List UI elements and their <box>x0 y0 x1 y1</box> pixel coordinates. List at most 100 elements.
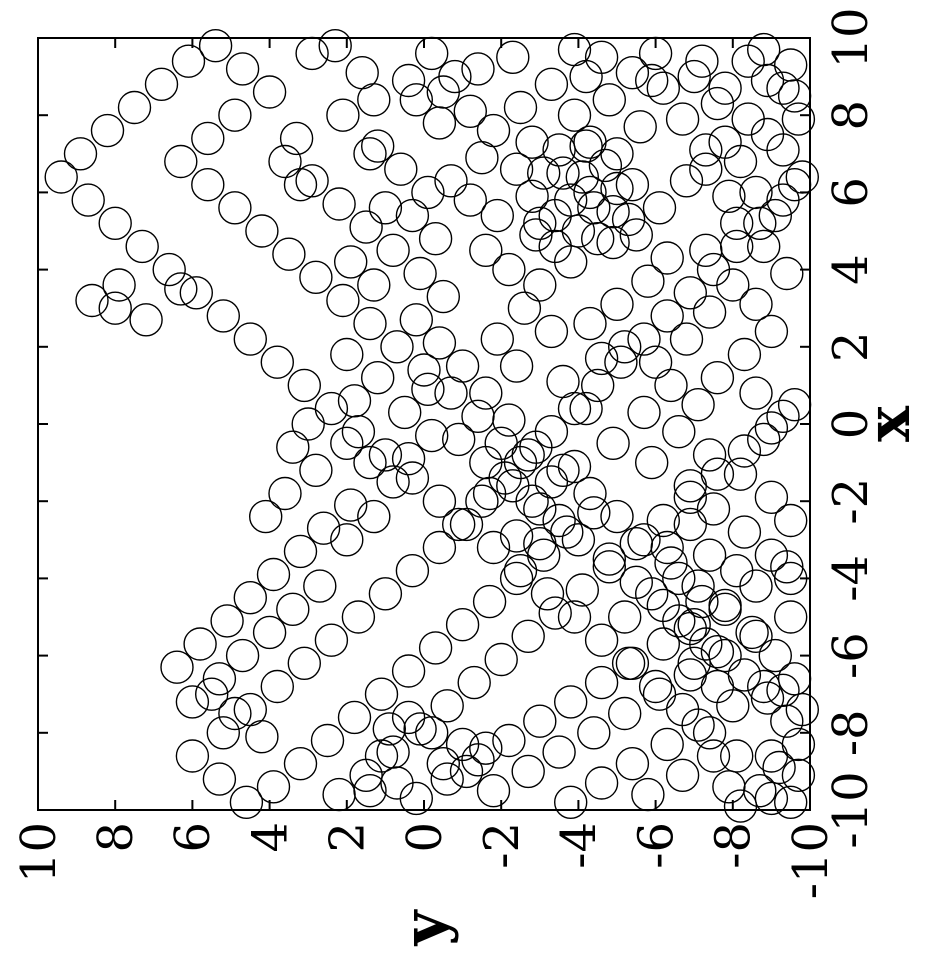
y-tick-label: 10 <box>11 822 67 883</box>
data-point <box>461 52 495 86</box>
data-point <box>403 256 437 291</box>
data-point <box>499 349 534 383</box>
data-point <box>573 476 607 511</box>
data-point <box>584 623 619 657</box>
data-point <box>279 121 314 156</box>
data-point <box>384 152 418 186</box>
data-point <box>422 326 457 360</box>
data-point <box>542 133 576 167</box>
data-point <box>426 747 460 781</box>
data-point <box>561 523 596 557</box>
data-point <box>511 619 545 653</box>
data-point <box>395 198 430 233</box>
data-point <box>573 306 607 341</box>
data-point <box>712 179 746 214</box>
data-point <box>395 554 430 588</box>
x-tick-label: 4 <box>823 254 879 285</box>
data-point <box>662 415 696 449</box>
data-point <box>608 696 642 731</box>
data-point <box>98 206 132 241</box>
data-point <box>445 349 480 383</box>
data-point <box>692 295 727 329</box>
data-point <box>708 125 742 159</box>
data-point <box>646 71 680 105</box>
data-point <box>515 179 549 214</box>
data-point <box>596 426 630 460</box>
data-point <box>496 469 530 503</box>
data-point <box>642 191 677 225</box>
data-point <box>747 32 781 67</box>
data-point <box>635 577 669 611</box>
data-point <box>322 777 356 812</box>
data-point <box>341 600 376 634</box>
y-tick-label: -2 <box>474 822 530 869</box>
data-point <box>442 422 476 457</box>
data-point <box>720 554 754 588</box>
data-point <box>326 98 360 132</box>
data-point <box>557 600 592 634</box>
data-point <box>650 727 684 762</box>
data-point <box>608 330 642 364</box>
data-point <box>716 268 750 302</box>
data-point <box>395 461 430 495</box>
data-point <box>229 785 264 819</box>
data-point <box>337 700 372 735</box>
data-point <box>499 561 534 596</box>
data-point <box>260 345 294 379</box>
data-point <box>546 453 580 487</box>
data-point <box>554 785 588 819</box>
data-point <box>179 276 214 310</box>
data-point <box>453 94 487 129</box>
data-point <box>754 480 789 514</box>
data-point <box>144 67 179 102</box>
data-point <box>334 488 368 522</box>
data-point <box>542 735 576 769</box>
y-tick-label: -10 <box>783 822 839 899</box>
data-point <box>577 716 611 750</box>
data-point <box>368 191 403 225</box>
data-point <box>357 83 391 117</box>
data-point <box>303 569 337 603</box>
data-point <box>561 214 596 248</box>
data-point <box>276 592 310 626</box>
data-point <box>523 268 557 302</box>
data-point <box>117 90 152 125</box>
data-point <box>353 774 387 808</box>
data-point <box>708 592 742 626</box>
data-point <box>422 484 457 518</box>
data-point <box>758 198 792 233</box>
data-point <box>194 677 229 711</box>
data-point <box>245 720 279 754</box>
data-point <box>708 588 742 623</box>
data-point <box>256 557 291 592</box>
data-point <box>411 175 445 210</box>
data-point <box>283 167 318 202</box>
data-point <box>202 762 237 796</box>
y-tick-label: 6 <box>165 822 221 853</box>
data-point <box>465 484 499 518</box>
data-point <box>445 727 480 762</box>
data-point <box>654 368 688 403</box>
data-point <box>673 480 707 514</box>
data-point <box>766 399 800 433</box>
data-point <box>499 519 534 553</box>
data-point <box>692 716 727 750</box>
data-point <box>164 272 198 306</box>
data-point <box>492 252 526 287</box>
data-point <box>198 29 233 63</box>
data-point <box>449 507 484 542</box>
data-point <box>164 144 198 179</box>
data-point <box>391 654 426 688</box>
data-point <box>596 225 630 260</box>
data-point <box>353 306 387 341</box>
data-point <box>627 523 661 557</box>
x-tick-label: -2 <box>823 478 879 525</box>
data-point <box>287 368 321 403</box>
data-point <box>372 712 406 746</box>
data-point <box>619 218 653 252</box>
data-point <box>330 426 364 460</box>
data-point <box>276 430 310 464</box>
data-point <box>353 445 387 480</box>
data-point <box>98 291 132 325</box>
